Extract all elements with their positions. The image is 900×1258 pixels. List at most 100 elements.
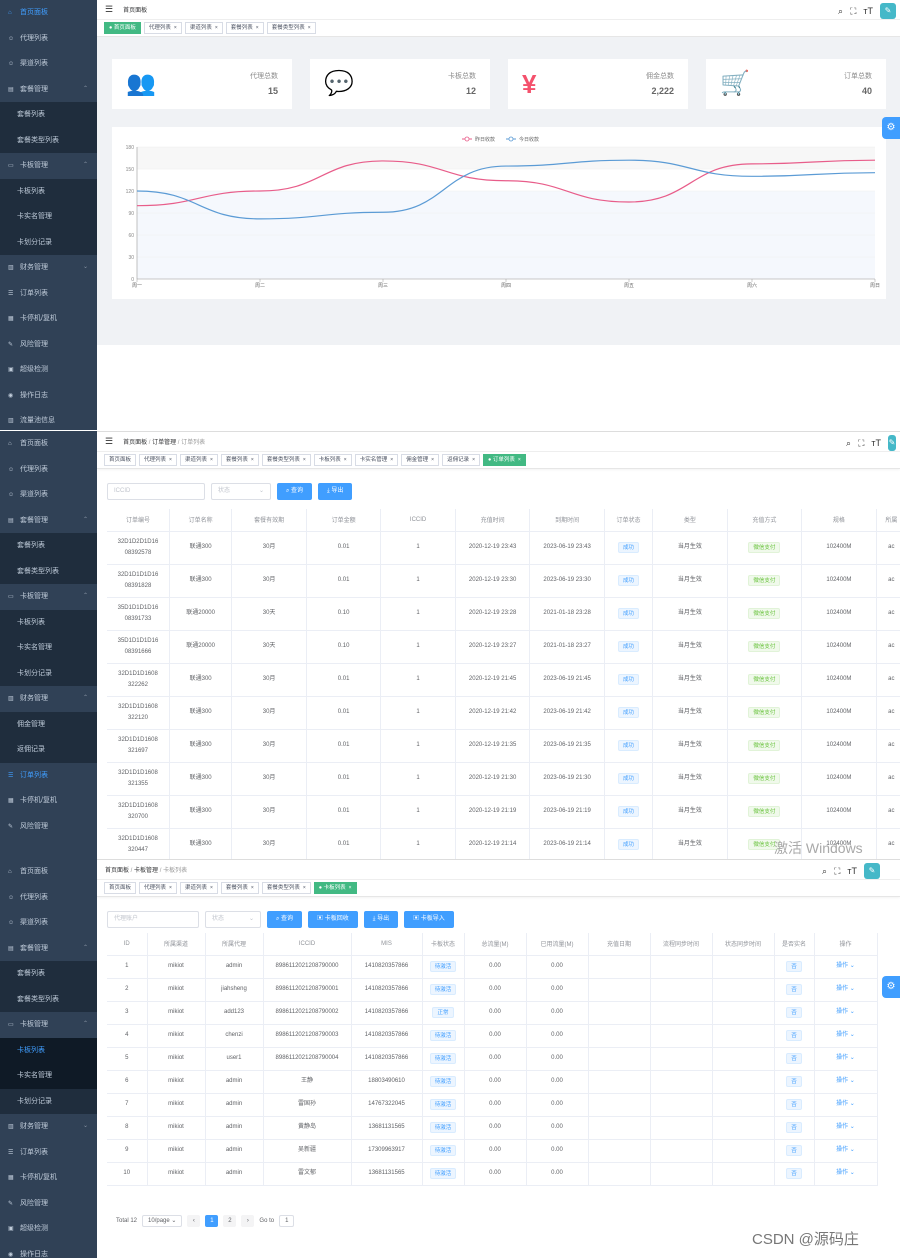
table-row[interactable]: 32D1D1D1608 320700 联通300 30月 0.01 1 2020-12-1… (107, 795, 900, 829)
sidebar-item-5[interactable]: 套餐类型列表 (0, 986, 97, 1012)
sidebar-item-3[interactable]: ▤ 套餐管理 ⌃ (0, 936, 97, 962)
close-icon[interactable]: × (348, 885, 352, 891)
hamburger-icon[interactable]: ☰ (105, 436, 114, 446)
close-icon[interactable]: × (169, 885, 172, 891)
close-icon[interactable]: × (250, 457, 254, 463)
close-icon[interactable]: × (214, 25, 218, 31)
action-dropdown[interactable]: 操作 ⌄ (836, 1055, 855, 1061)
close-icon[interactable]: × (517, 457, 521, 463)
close-icon[interactable]: × (302, 457, 306, 463)
table-row[interactable]: 32D1D1D1608 322120 联通300 30月 0.01 1 2020-12-1… (107, 696, 900, 730)
close-icon[interactable]: × (472, 457, 476, 463)
tag-0[interactable]: ● 首页面板 (104, 22, 141, 34)
table-row[interactable]: 32D1D1D1608 320447 联通300 30月 0.01 1 2020-12-1… (107, 828, 900, 859)
sidebar-item-11[interactable]: ☰ 订单列表 (0, 1140, 97, 1166)
sidebar-item-15[interactable]: ✎ 风险管理 (0, 814, 97, 840)
avatar[interactable]: ✎ (888, 435, 896, 451)
close-icon[interactable]: × (250, 885, 254, 891)
stat-card-3[interactable]: 🛒 订单总数 40 (706, 59, 886, 109)
tag-4[interactable]: 套餐类型列表 × (261, 882, 311, 894)
breadcrumb-item[interactable]: 卡板管理 (134, 868, 159, 874)
tag-0[interactable]: 首页面板 (104, 882, 137, 894)
sidebar-item-7[interactable]: 卡板列表 (0, 1037, 97, 1063)
agent-input[interactable]: 代理账户 (107, 910, 199, 928)
page-2-button[interactable]: 2 (223, 1215, 237, 1227)
tag-3[interactable]: 套餐列表 × (220, 454, 259, 466)
close-icon[interactable]: × (307, 25, 311, 31)
close-icon[interactable]: × (209, 885, 213, 891)
search-icon[interactable]: ⌕ (838, 5, 844, 16)
close-icon[interactable]: × (173, 25, 177, 31)
page-1-button[interactable]: 1 (205, 1215, 219, 1227)
close-icon[interactable]: × (390, 457, 394, 463)
sidebar-item-0[interactable]: ⌂ 首页面板 (0, 859, 97, 885)
tag-7[interactable]: 佣金管理 × (401, 454, 440, 466)
tag-3[interactable]: 套餐列表 × (225, 22, 264, 34)
table-row[interactable]: 35D1D1D1D16 08391666 联通20000 30天 0.10 1 2020-… (107, 630, 900, 664)
sidebar-item-12[interactable]: ▦ 卡停机/复机 (0, 1165, 97, 1191)
action-dropdown[interactable]: 操作 ⌄ (836, 1032, 855, 1038)
sidebar-item-0[interactable]: ⌂ 首页面板 (0, 431, 97, 457)
sidebar-item-12[interactable]: ▦ 卡停机/复机 (0, 306, 97, 332)
table-row[interactable]: 7 mikiot admin 雷国孙 14767322045 待激活 0.00 0.00 否 操作… (107, 1093, 878, 1117)
action-dropdown[interactable]: 操作 ⌄ (836, 1170, 855, 1176)
sidebar-item-4[interactable]: 套餐列表 (0, 533, 97, 559)
sidebar-item-1[interactable]: ☺ 代理列表 (0, 457, 97, 483)
sidebar-item-13[interactable]: ☰ 订单列表 (0, 763, 97, 789)
tag-6[interactable]: 卡实名管理 × (354, 454, 399, 466)
status-select[interactable]: 状态 ⌄ (205, 910, 261, 928)
sidebar-item-4[interactable]: 套餐列表 (0, 102, 97, 128)
sidebar-item-2[interactable]: ☺ 渠道列表 (0, 910, 97, 936)
sidebar-item-7[interactable]: 卡板列表 (0, 609, 97, 635)
search-icon[interactable]: ⌕ (846, 437, 852, 448)
tag-5[interactable]: 卡板列表 × (313, 454, 352, 466)
fullscreen-icon[interactable]: ⛶ (834, 865, 841, 876)
fullscreen-icon[interactable]: ⛶ (850, 5, 857, 16)
table-row[interactable]: 5 mikiot user1 8986112021208790004 141082035… (107, 1047, 878, 1071)
sidebar-item-7[interactable]: 卡板列表 (0, 178, 97, 204)
tag-1[interactable]: 代理列表 × (139, 882, 177, 894)
table-row[interactable]: 8 mikiot admin 黄静岛 13681131565 待激活 0.00 0.00 否 操作… (107, 1116, 878, 1140)
sidebar-item-11[interactable]: ☰ 订单列表 (0, 281, 97, 307)
sidebar-item-8[interactable]: 卡实名管理 (0, 204, 97, 230)
sidebar-item-10[interactable]: ▥ 财务管理 ⌄ (0, 1114, 97, 1140)
export-button[interactable]: ⤓ 导出 (318, 482, 353, 500)
sidebar-item-2[interactable]: ☺ 渠道列表 (0, 482, 97, 508)
sidebar-item-10[interactable]: ▥ 财务管理 ⌄ (0, 255, 97, 281)
settings-gear-icon[interactable]: ⚙ (882, 117, 900, 139)
sidebar-item-3[interactable]: ▤ 套餐管理 ⌃ (0, 508, 97, 534)
settings-gear-icon[interactable]: ⚙ (882, 976, 900, 998)
tag-2[interactable]: 渠道列表 × (184, 22, 223, 34)
sidebar-item-14[interactable]: ▣ 超级检测 (0, 1216, 97, 1242)
sidebar-item-14[interactable]: ▣ 超级检测 (0, 357, 97, 383)
sidebar-item-15[interactable]: ◉ 操作日志 (0, 383, 97, 409)
sidebar-item-0[interactable]: ⌂ 首页面板 (0, 0, 97, 26)
close-icon[interactable]: × (343, 457, 347, 463)
breadcrumb-item[interactable]: 首页面板 (123, 440, 148, 446)
sidebar-item-5[interactable]: 套餐类型列表 (0, 127, 97, 153)
stat-card-0[interactable]: 👥 代理总数 15 (112, 59, 292, 109)
action-dropdown[interactable]: 操作 ⌄ (836, 1009, 855, 1015)
sidebar-item-1[interactable]: ☺ 代理列表 (0, 885, 97, 911)
tag-3[interactable]: 套餐列表 × (220, 882, 259, 894)
close-icon[interactable]: × (302, 885, 306, 891)
sidebar-item-9[interactable]: 卡划分记录 (0, 1088, 97, 1114)
action-dropdown[interactable]: 操作 ⌄ (836, 986, 855, 992)
stat-card-2[interactable]: ¥ 佣金总数 2,222 (508, 59, 688, 109)
sidebar-item-6[interactable]: ▭ 卡板管理 ⌃ (0, 153, 97, 179)
sidebar-item-13[interactable]: ✎ 风险管理 (0, 332, 97, 358)
action-dropdown[interactable]: 操作 ⌄ (836, 1101, 855, 1107)
action-dropdown[interactable]: 操作 ⌄ (836, 963, 855, 969)
sidebar-item-9[interactable]: 卡划分记录 (0, 660, 97, 686)
tag-5[interactable]: ● 卡板列表 × (313, 882, 357, 894)
search-button[interactable]: ⌕ 查询 (267, 910, 303, 928)
sidebar-item-3[interactable]: ▤ 套餐管理 ⌃ (0, 77, 97, 103)
sidebar-item-16[interactable]: ▥ 流量池信息 (0, 408, 97, 430)
search-button[interactable]: ⌕ 查询 (277, 482, 313, 500)
sidebar-item-13[interactable]: ✎ 风险管理 (0, 1191, 97, 1217)
table-row[interactable]: 9 mikiot admin 吴新疆 17309963917 待激活 0.00 0.00 否 操作… (107, 1139, 878, 1163)
sidebar-item-8[interactable]: 卡实名管理 (0, 635, 97, 661)
tag-0[interactable]: 首页面板 (104, 454, 137, 466)
breadcrumb-item[interactable]: 订单管理 (152, 440, 177, 446)
sidebar-item-11[interactable]: 佣金管理 (0, 711, 97, 737)
